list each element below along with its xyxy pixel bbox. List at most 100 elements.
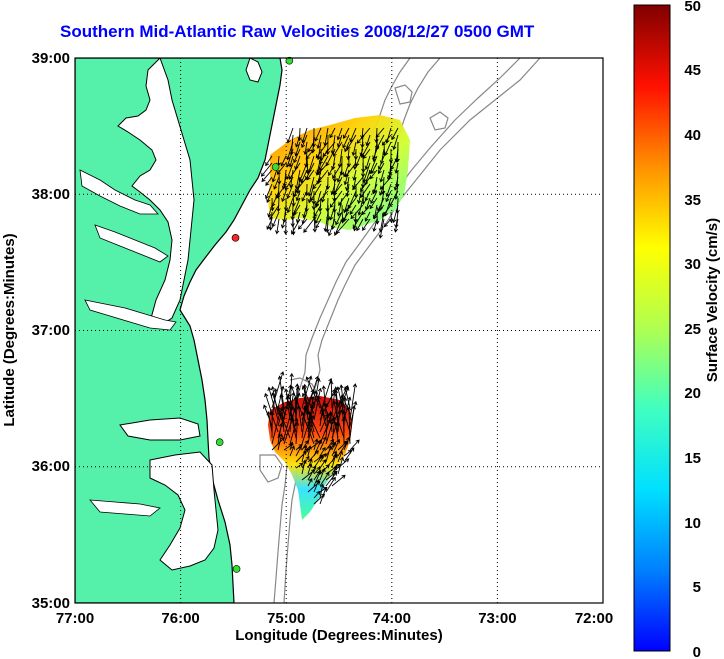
y-tick: 35:00 — [32, 595, 70, 612]
velocity-arrow — [296, 405, 303, 433]
velocity-arrow — [337, 450, 344, 463]
velocity-arrow — [280, 211, 287, 229]
velocity-arrow — [356, 218, 364, 232]
velocity-arrow — [352, 155, 358, 170]
velocity-arrow — [271, 211, 280, 228]
velocity-arrow — [280, 155, 287, 167]
velocity-arrow — [316, 134, 322, 149]
velocity-arrow — [266, 190, 273, 203]
velocity-arrow — [335, 211, 343, 226]
colorbar-tick: 5 — [693, 579, 701, 596]
velocity-arrow — [377, 162, 385, 175]
velocity-arrow — [383, 218, 392, 228]
land-mass — [75, 58, 283, 603]
velocity-arrow — [284, 176, 294, 191]
velocity-arrow — [267, 386, 279, 421]
velocity-arrow — [294, 421, 300, 445]
velocity-arrow — [392, 134, 399, 151]
velocity-arrow — [301, 375, 313, 409]
velocity-arrow — [357, 183, 364, 205]
velocity-arrow — [295, 134, 301, 148]
velocity-arrow — [351, 141, 357, 157]
velocity-arrow — [266, 218, 273, 230]
velocity-arrow — [263, 404, 273, 427]
velocity-arrow — [313, 466, 321, 475]
x-tick: 75:00 — [267, 610, 305, 627]
velocity-arrow — [331, 474, 346, 487]
colorbar-tick: 15 — [684, 450, 701, 467]
river-rappahannock — [94, 224, 169, 263]
velocity-arrow — [313, 469, 322, 487]
velocity-arrow — [307, 445, 312, 457]
velocity-arrow — [352, 176, 364, 191]
velocity-arrow — [343, 169, 350, 186]
velocity-arrow — [301, 420, 311, 445]
velocity-arrow — [328, 410, 333, 433]
velocity-arrow — [307, 183, 315, 204]
velocity-arrow — [327, 162, 336, 177]
velocity-arrow — [393, 218, 399, 233]
velocity-arrow — [294, 169, 301, 190]
velocity-arrow — [281, 190, 287, 203]
velocity-arrow — [325, 442, 335, 457]
velocity-arrow — [333, 218, 343, 236]
velocity-arrow — [335, 414, 345, 439]
velocity-arrow — [307, 141, 315, 153]
velocity-arrow — [356, 127, 371, 144]
velocity-arrow — [297, 127, 302, 142]
velocity-arrow — [329, 127, 336, 139]
velocity-arrow — [295, 190, 301, 202]
velocity-arrow — [286, 141, 294, 161]
colorbar — [633, 4, 671, 652]
velocity-arrow — [371, 162, 378, 175]
velocity-arrow — [265, 155, 273, 167]
velocity-arrow — [370, 190, 378, 205]
velocity-arrow — [349, 405, 356, 439]
velocity-arrow — [266, 411, 273, 433]
x-tick: 73:00 — [478, 610, 516, 627]
velocity-arrow — [286, 162, 294, 180]
velocity-arrow — [267, 204, 273, 218]
velocity-arrow — [307, 463, 313, 475]
velocity-arrow — [289, 417, 299, 445]
velocity-arrow — [346, 406, 352, 445]
velocity-arrow — [319, 419, 331, 445]
velocity-arrow — [332, 190, 337, 202]
y-axis-label: Latitude (Degrees:Minutes) — [1, 233, 18, 426]
velocity-arrow — [307, 465, 317, 481]
velocity-arrow — [286, 183, 294, 200]
velocity-arrow — [393, 176, 399, 191]
velocity-arrow — [307, 458, 313, 469]
velocity-arrow — [375, 127, 385, 138]
velocity-arrow — [364, 211, 371, 222]
colorbar-ticks: 50 45 40 35 30 25 20 15 10 5 0 — [684, 0, 701, 659]
velocity-arrow — [325, 445, 332, 463]
velocity-arrow — [314, 127, 322, 142]
velocity-arrow — [353, 183, 359, 199]
velocity-arrow — [277, 422, 284, 445]
velocity-arrow — [307, 396, 315, 433]
velocity-arrow — [313, 377, 321, 409]
velocity-arrow — [277, 375, 285, 409]
velocity-arrow — [342, 134, 350, 149]
velocity-arrow — [260, 162, 273, 177]
hf-radar-site — [215, 438, 224, 447]
velocity-vectors — [260, 127, 400, 505]
x-tick: 76:00 — [161, 610, 199, 627]
hf-radar-sites — [215, 56, 294, 573]
velocity-arrow — [342, 127, 350, 140]
velocity-arrow — [301, 190, 308, 202]
velocity-arrow — [342, 410, 351, 433]
delaware-bay — [245, 58, 263, 83]
velocity-arrow — [378, 218, 385, 239]
velocity-arrow — [313, 479, 320, 493]
velocity-arrow — [331, 453, 338, 469]
velocity-arrow — [313, 438, 319, 451]
velocity-arrow — [364, 190, 371, 202]
velocity-arrow — [307, 414, 315, 445]
velocity-arrow — [349, 383, 358, 421]
x-tick: 74:00 — [373, 610, 411, 627]
velocity-arrow — [301, 444, 308, 463]
velocity-arrow — [350, 204, 364, 220]
colorbar-label: Surface Velocity (cm/s) — [704, 218, 721, 382]
